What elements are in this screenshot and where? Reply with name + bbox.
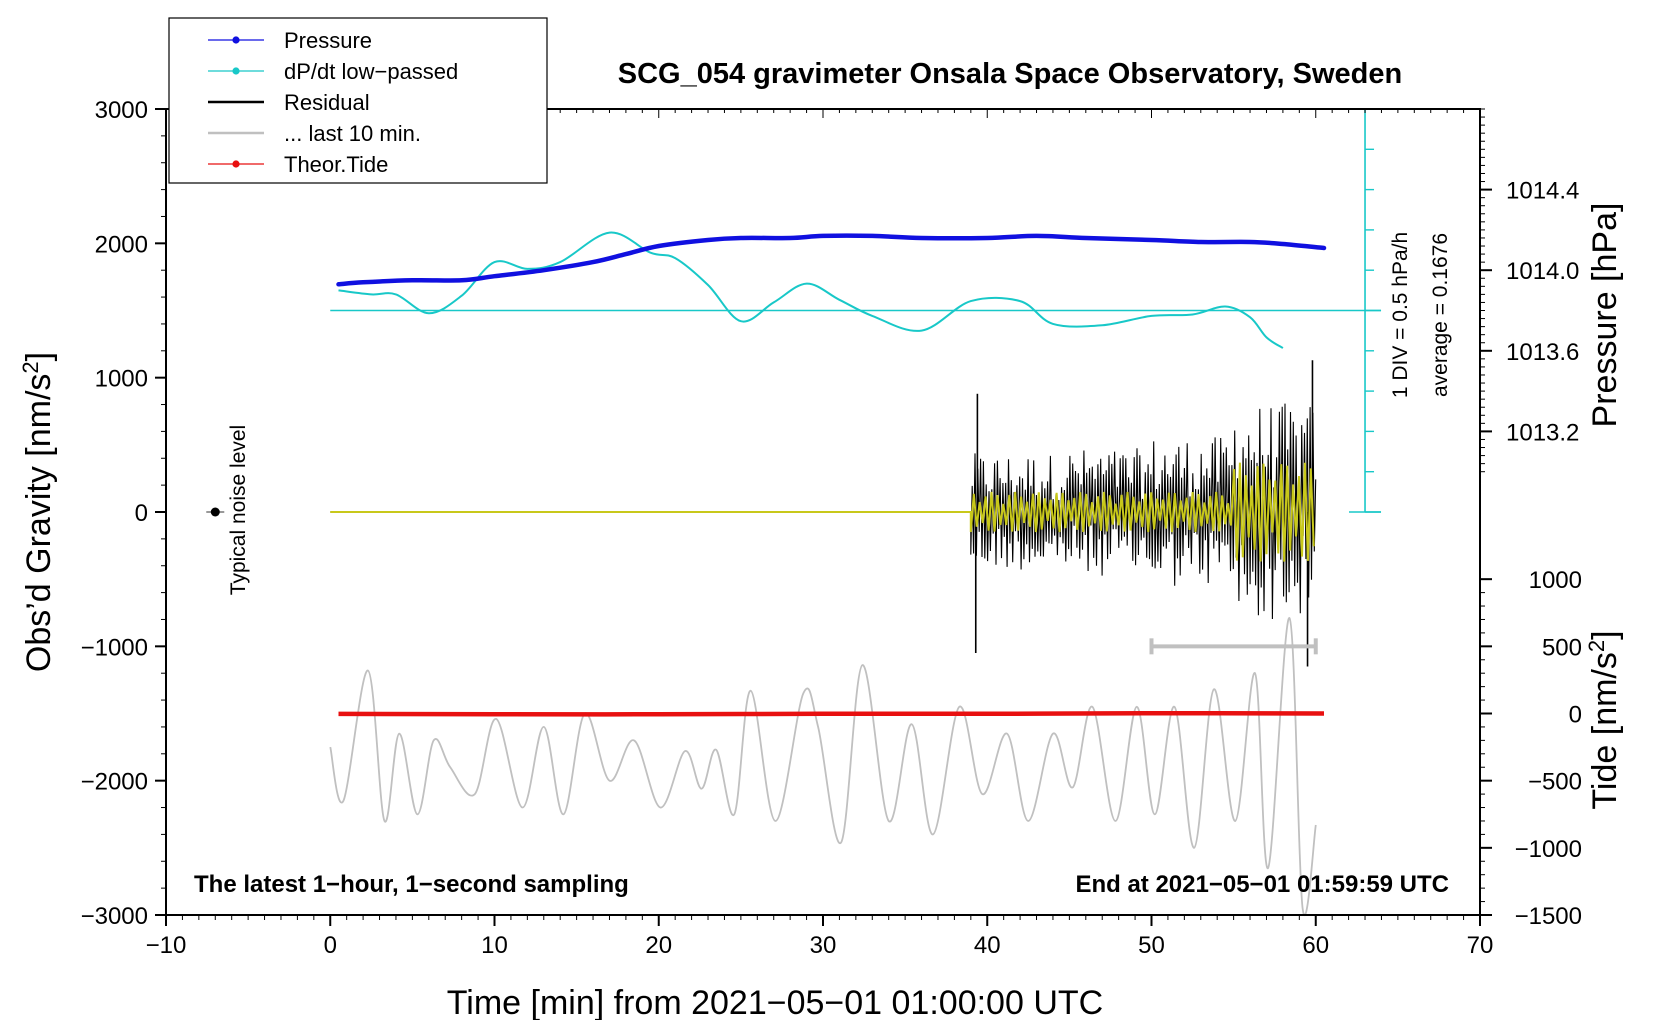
theor-tide-series xyxy=(338,710,1325,717)
gravity-tick-label: 3000 xyxy=(95,97,148,124)
tide-tick-label: −1000 xyxy=(1515,836,1582,863)
legend-label: ... last 10 min. xyxy=(284,121,421,146)
last-10-min-line xyxy=(329,617,1317,917)
x-tick-label: 40 xyxy=(974,932,1001,959)
pressure-line xyxy=(336,233,1327,287)
legend-marker xyxy=(232,160,240,168)
dpdt-scale-label: 1 DIV = 0.5 hPa/h xyxy=(1389,232,1412,398)
pressure-tick-label: 1013.6 xyxy=(1506,339,1579,366)
legend-label: Pressure xyxy=(284,28,372,53)
x-axis-label: Time [min] from 2021−05−01 01:00:00 UTC xyxy=(447,984,1103,1020)
sampling-note: The latest 1−hour, 1−second sampling xyxy=(194,871,629,898)
pressure-axis: 1014.4 1014.0 1013.6 1013.2 xyxy=(1480,108,1579,473)
noise-level-label: Typical noise level xyxy=(227,425,250,595)
tide-axis: 1000 500 0 −500 −1000 −1500 xyxy=(1480,567,1582,930)
gravity-axis: 3000 2000 1000 0 −1000 −2000 −3000 xyxy=(81,97,166,930)
chart-title: SCG_054 gravimeter Onsala Space Observat… xyxy=(618,58,1402,90)
x-tick-label: 10 xyxy=(481,932,508,959)
noise-dot xyxy=(210,507,220,517)
x-axis: −10 0 10 20 30 40 50 60 70 xyxy=(146,109,1494,959)
pressure-series xyxy=(336,233,1327,287)
legend-box xyxy=(168,17,548,184)
tide-axis-label: Tide [nm/s2] xyxy=(1584,630,1624,809)
theor-tide-line xyxy=(338,710,1325,717)
end-time-note: End at 2021−05−01 01:59:59 UTC xyxy=(1075,871,1449,898)
gravity-tick-label: 2000 xyxy=(95,231,148,258)
x-tick-label: 50 xyxy=(1138,932,1165,959)
tide-tick-label: 0 xyxy=(1569,702,1582,729)
x-tick-label: 20 xyxy=(645,932,672,959)
gravity-tick-label: −2000 xyxy=(81,769,148,796)
gravity-tick-label: 0 xyxy=(135,500,148,527)
last-10-min-series xyxy=(329,617,1317,917)
x-tick-label: 0 xyxy=(324,932,337,959)
gravity-tick-label: 1000 xyxy=(95,366,148,393)
gravity-axis-label: Obs’d Gravity [nm/s2] xyxy=(18,352,58,672)
legend-label: dP/dt low−passed xyxy=(284,59,458,84)
legend-label: Theor.Tide xyxy=(284,152,388,177)
x-tick-label: 60 xyxy=(1302,932,1329,959)
gravity-tick-label: −1000 xyxy=(81,634,148,661)
tide-tick-label: 500 xyxy=(1542,634,1582,661)
x-tick-label: 30 xyxy=(810,932,837,959)
annotation-marks xyxy=(206,507,1318,655)
pressure-tick-label: 1014.4 xyxy=(1506,178,1579,205)
tide-tick-label: −500 xyxy=(1528,769,1582,796)
legend-marker xyxy=(232,67,240,75)
x-tick-label: −10 xyxy=(146,932,187,959)
tide-tick-label: −1500 xyxy=(1515,903,1582,930)
gravity-tick-label: −3000 xyxy=(81,903,148,930)
legend-label: Residual xyxy=(284,90,370,115)
x-tick-label: 70 xyxy=(1467,932,1494,959)
dpdt-average-label: average = 0.1676 xyxy=(1429,233,1452,397)
legend: Pressure dP/dt low−passed Residual ... last… xyxy=(168,17,548,184)
pressure-tick-label: 1013.2 xyxy=(1506,419,1579,446)
residual-smoothed-line xyxy=(330,462,1315,562)
residual-smoothed-series xyxy=(330,462,1315,562)
pressure-axis-label: Pressure [hPa] xyxy=(1586,203,1624,428)
tide-tick-label: 1000 xyxy=(1529,567,1582,594)
legend-marker xyxy=(232,36,240,44)
pressure-tick-label: 1014.0 xyxy=(1506,258,1579,285)
